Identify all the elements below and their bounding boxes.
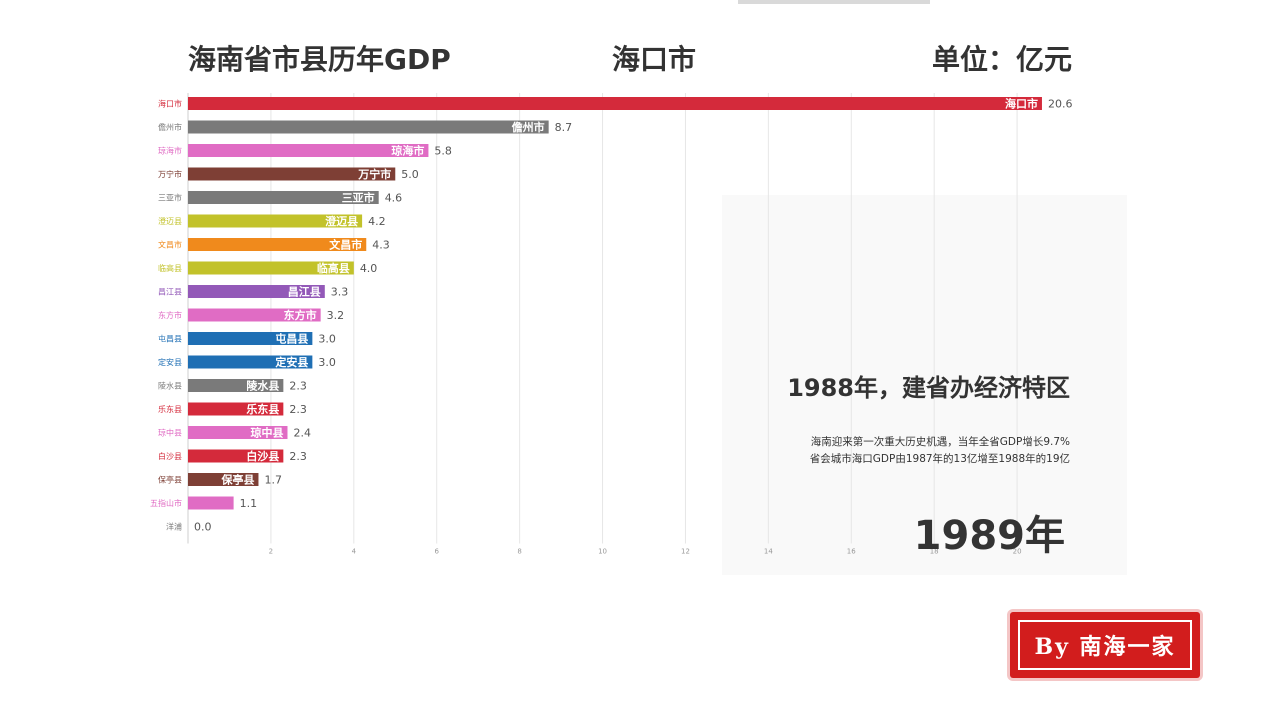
unit-label: 单位：亿元 xyxy=(932,43,1073,76)
value-label: 8.7 xyxy=(555,121,573,134)
bar xyxy=(188,379,284,392)
top-scroll-strip xyxy=(738,0,930,4)
value-label: 2.4 xyxy=(293,427,311,440)
bar xyxy=(188,167,396,181)
category-label: 澄迈县 xyxy=(158,216,182,226)
x-tick-label: 10 xyxy=(598,548,607,556)
category-label: 乐东县 xyxy=(158,404,182,414)
year-label: 1989年 xyxy=(913,513,1065,559)
event-title: 1988年，建省办经济特区 xyxy=(787,374,1070,402)
author-stamp: By 南海一家 xyxy=(1010,612,1200,678)
category-label: 白沙县 xyxy=(158,451,182,461)
category-label: 琼中县 xyxy=(158,428,182,438)
value-label: 20.6 xyxy=(1048,98,1073,111)
bar-inner-label: 海口市 xyxy=(1005,97,1038,111)
x-tick-label: 6 xyxy=(434,548,439,556)
category-label: 临高县 xyxy=(158,263,182,273)
bar-inner-label: 澄迈县 xyxy=(325,214,358,228)
value-label: 2.3 xyxy=(289,403,307,416)
x-tick-label: 20 xyxy=(1013,548,1022,556)
info-panel-background xyxy=(722,195,1127,575)
bar xyxy=(188,308,321,322)
category-label: 保亭县 xyxy=(158,475,182,485)
bar xyxy=(188,426,288,439)
x-tick-label: 16 xyxy=(847,548,856,556)
category-label: 东方市 xyxy=(158,310,182,320)
value-label: 5.0 xyxy=(401,168,419,181)
value-label: 3.0 xyxy=(318,333,336,346)
bar xyxy=(188,238,367,251)
focus-city-label: 海口市 xyxy=(612,43,697,76)
bar-inner-label: 定安县 xyxy=(275,355,308,369)
bar-inner-label: 文昌市 xyxy=(329,238,362,252)
bar-inner-label: 琼海市 xyxy=(391,144,424,158)
event-description-line-1: 海南迎来第一次重大历史机遇，当年全省GDP增长9.7% xyxy=(810,436,1070,448)
value-label: 3.0 xyxy=(318,356,336,369)
author-stamp-text: By 南海一家 xyxy=(1018,620,1192,670)
value-label: 2.3 xyxy=(289,450,307,463)
category-label: 琼海市 xyxy=(158,146,182,156)
bar xyxy=(188,402,284,416)
category-label: 海口市 xyxy=(158,99,182,109)
bar xyxy=(188,120,549,134)
bar xyxy=(188,191,379,204)
value-label: 3.3 xyxy=(331,286,349,299)
bar-inner-label: 东方市 xyxy=(284,308,317,322)
category-label: 陵水县 xyxy=(158,381,182,391)
event-description: 海南迎来第一次重大历史机遇，当年全省GDP增长9.7% 省会城市海口GDP由19… xyxy=(810,434,1070,468)
bar xyxy=(188,261,354,275)
bar-inner-label: 昌江县 xyxy=(288,285,321,299)
value-label: 3.2 xyxy=(327,309,345,322)
bar-inner-label: 万宁市 xyxy=(357,167,391,181)
value-label: 2.3 xyxy=(289,380,307,393)
value-label: 4.6 xyxy=(385,192,403,205)
value-label: 4.3 xyxy=(372,239,390,252)
bar-inner-label: 乐东县 xyxy=(246,402,279,416)
category-label: 文昌市 xyxy=(158,240,182,250)
x-tick-label: 2 xyxy=(269,548,273,556)
category-label: 三亚市 xyxy=(158,193,182,203)
category-label: 定安县 xyxy=(158,357,182,367)
category-label: 儋州市 xyxy=(158,122,182,132)
x-tick-label: 8 xyxy=(517,548,521,556)
x-tick-label: 4 xyxy=(352,548,357,556)
category-label: 万宁市 xyxy=(158,169,182,179)
bar-inner-label: 琼中县 xyxy=(250,426,283,440)
bar xyxy=(188,449,284,463)
bar xyxy=(188,332,313,345)
event-description-line-2: 省会城市海口GDP由1987年的13亿增至1988年的19亿 xyxy=(809,453,1070,465)
bar-inner-label: 保亭县 xyxy=(220,473,254,487)
bar xyxy=(188,285,325,298)
x-tick-label: 18 xyxy=(930,548,939,556)
bar xyxy=(188,355,313,369)
value-label: 1.7 xyxy=(264,474,282,487)
x-tick-label: 12 xyxy=(681,548,690,556)
bar xyxy=(188,496,234,510)
category-label: 五指山市 xyxy=(150,498,182,508)
bar-inner-label: 三亚市 xyxy=(342,191,375,205)
bar xyxy=(188,214,363,228)
value-label: 5.8 xyxy=(434,145,452,158)
bar xyxy=(188,473,259,486)
value-label: 1.1 xyxy=(240,497,258,510)
value-label: 4.2 xyxy=(368,215,386,228)
bar-inner-label: 陵水县 xyxy=(246,379,279,393)
bar-inner-label: 儋州市 xyxy=(512,120,545,134)
category-label: 昌江县 xyxy=(158,288,182,297)
category-label: 洋浦 xyxy=(166,522,182,532)
bar-inner-label: 临高县 xyxy=(317,261,350,275)
bar xyxy=(188,97,1042,110)
category-label: 屯昌县 xyxy=(158,334,182,344)
bar-inner-label: 屯昌县 xyxy=(275,332,308,346)
x-tick-label: 14 xyxy=(764,548,773,556)
bar xyxy=(188,144,429,157)
bar-inner-label: 白沙县 xyxy=(246,449,279,463)
value-label: 4.0 xyxy=(360,262,378,275)
value-label: 0.0 xyxy=(194,521,212,534)
chart-title: 海南省市县历年GDP xyxy=(188,43,451,76)
